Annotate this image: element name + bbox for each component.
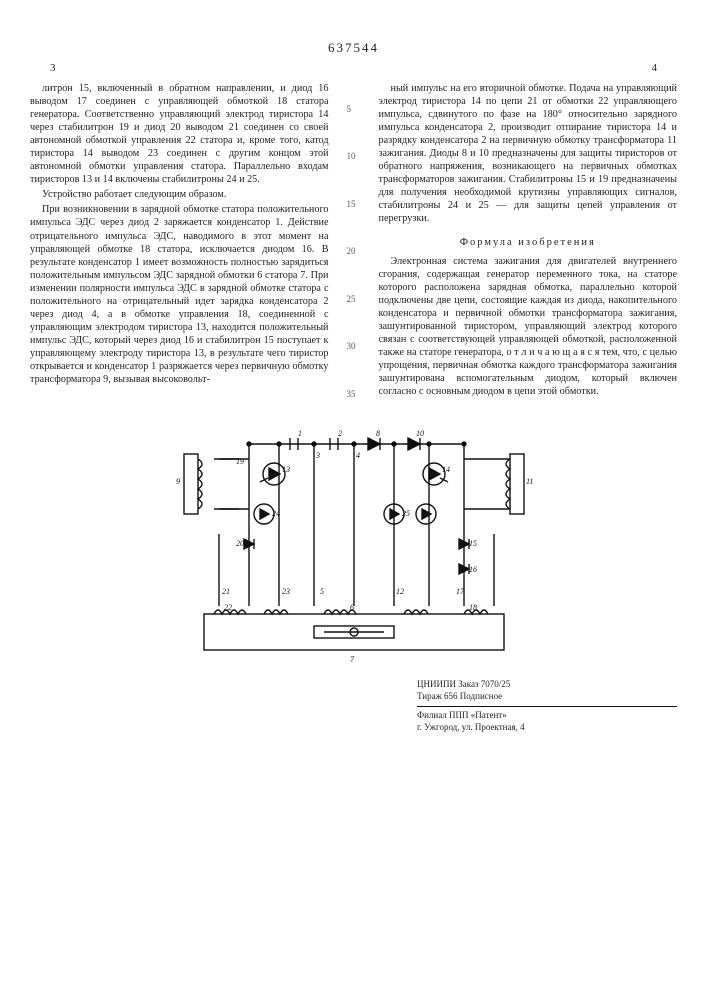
lbl: 12 (396, 587, 404, 596)
lbl: 13 (282, 465, 290, 474)
ln: 30 (347, 341, 361, 353)
ln: 25 (347, 294, 361, 306)
lbl: 22 (224, 603, 232, 612)
formula-header: Формула изобретения (379, 236, 678, 249)
lbl: 1 (298, 429, 302, 438)
lbl: 15 (469, 539, 477, 548)
circuit-svg: 1 2 3 4 5 6 7 8 9 10 11 12 13 14 15 16 1… (164, 414, 544, 664)
col1-p1: литрон 15, включенный в обратном направл… (30, 82, 329, 186)
lbl: 21 (222, 587, 230, 596)
lbl: 4 (356, 451, 360, 460)
page-numbers: 3 4 (50, 62, 657, 74)
lbl: 16 (469, 565, 477, 574)
footer-l4: г. Ужгород, ул. Проектная, 4 (417, 722, 677, 734)
lbl: 2 (338, 429, 342, 438)
footer-l2: Тираж 656 Подписное (417, 691, 677, 703)
line-number-gutter: 5 10 15 20 25 30 35 (347, 82, 361, 400)
lbl: 18 (469, 603, 477, 612)
lbl: 17 (456, 587, 465, 596)
footer-l1: ЦНИИПИ Заказ 7070/25 (417, 679, 677, 691)
lbl: 5 (320, 587, 324, 596)
ln: 15 (347, 199, 361, 211)
lbl: 23 (282, 587, 290, 596)
ln: 5 (347, 104, 361, 116)
lbl: 25 (402, 509, 410, 518)
right-column: ный импульс на его вторичной обмотке. По… (379, 82, 678, 400)
lbl: 14 (442, 465, 450, 474)
ln: 20 (347, 246, 361, 258)
lbl: 20 (236, 539, 244, 548)
lbl: 7 (350, 655, 355, 664)
footer-l3: Филиал ППП «Патент» (417, 710, 677, 722)
lbl: 19 (236, 457, 244, 466)
ln: 10 (347, 151, 361, 163)
text-columns: литрон 15, включенный в обратном направл… (30, 82, 677, 400)
page-left: 3 (50, 62, 56, 74)
page-right: 4 (652, 62, 658, 74)
lbl: 9 (176, 477, 180, 486)
col2-p2: Электронная система зажигания для двигат… (379, 255, 678, 399)
doc-number: 637544 (30, 40, 677, 56)
lbl: 24 (272, 509, 280, 518)
lbl: 10 (416, 429, 424, 438)
col1-p3: При возникновении в зарядной обмотке ста… (30, 203, 329, 386)
imprint-footer: ЦНИИПИ Заказ 7070/25 Тираж 656 Подписное… (30, 679, 677, 733)
left-column: литрон 15, включенный в обратном направл… (30, 82, 329, 400)
lbl: 8 (376, 429, 380, 438)
ln: 35 (347, 389, 361, 401)
col1-p2: Устройство работает следующим образом. (30, 188, 329, 201)
lbl: 6 (350, 603, 354, 612)
col2-p1: ный импульс на его вторичной обмотке. По… (379, 82, 678, 226)
circuit-diagram: 1 2 3 4 5 6 7 8 9 10 11 12 13 14 15 16 1… (164, 414, 544, 669)
lbl: 3 (315, 451, 320, 460)
lbl: 11 (526, 477, 533, 486)
